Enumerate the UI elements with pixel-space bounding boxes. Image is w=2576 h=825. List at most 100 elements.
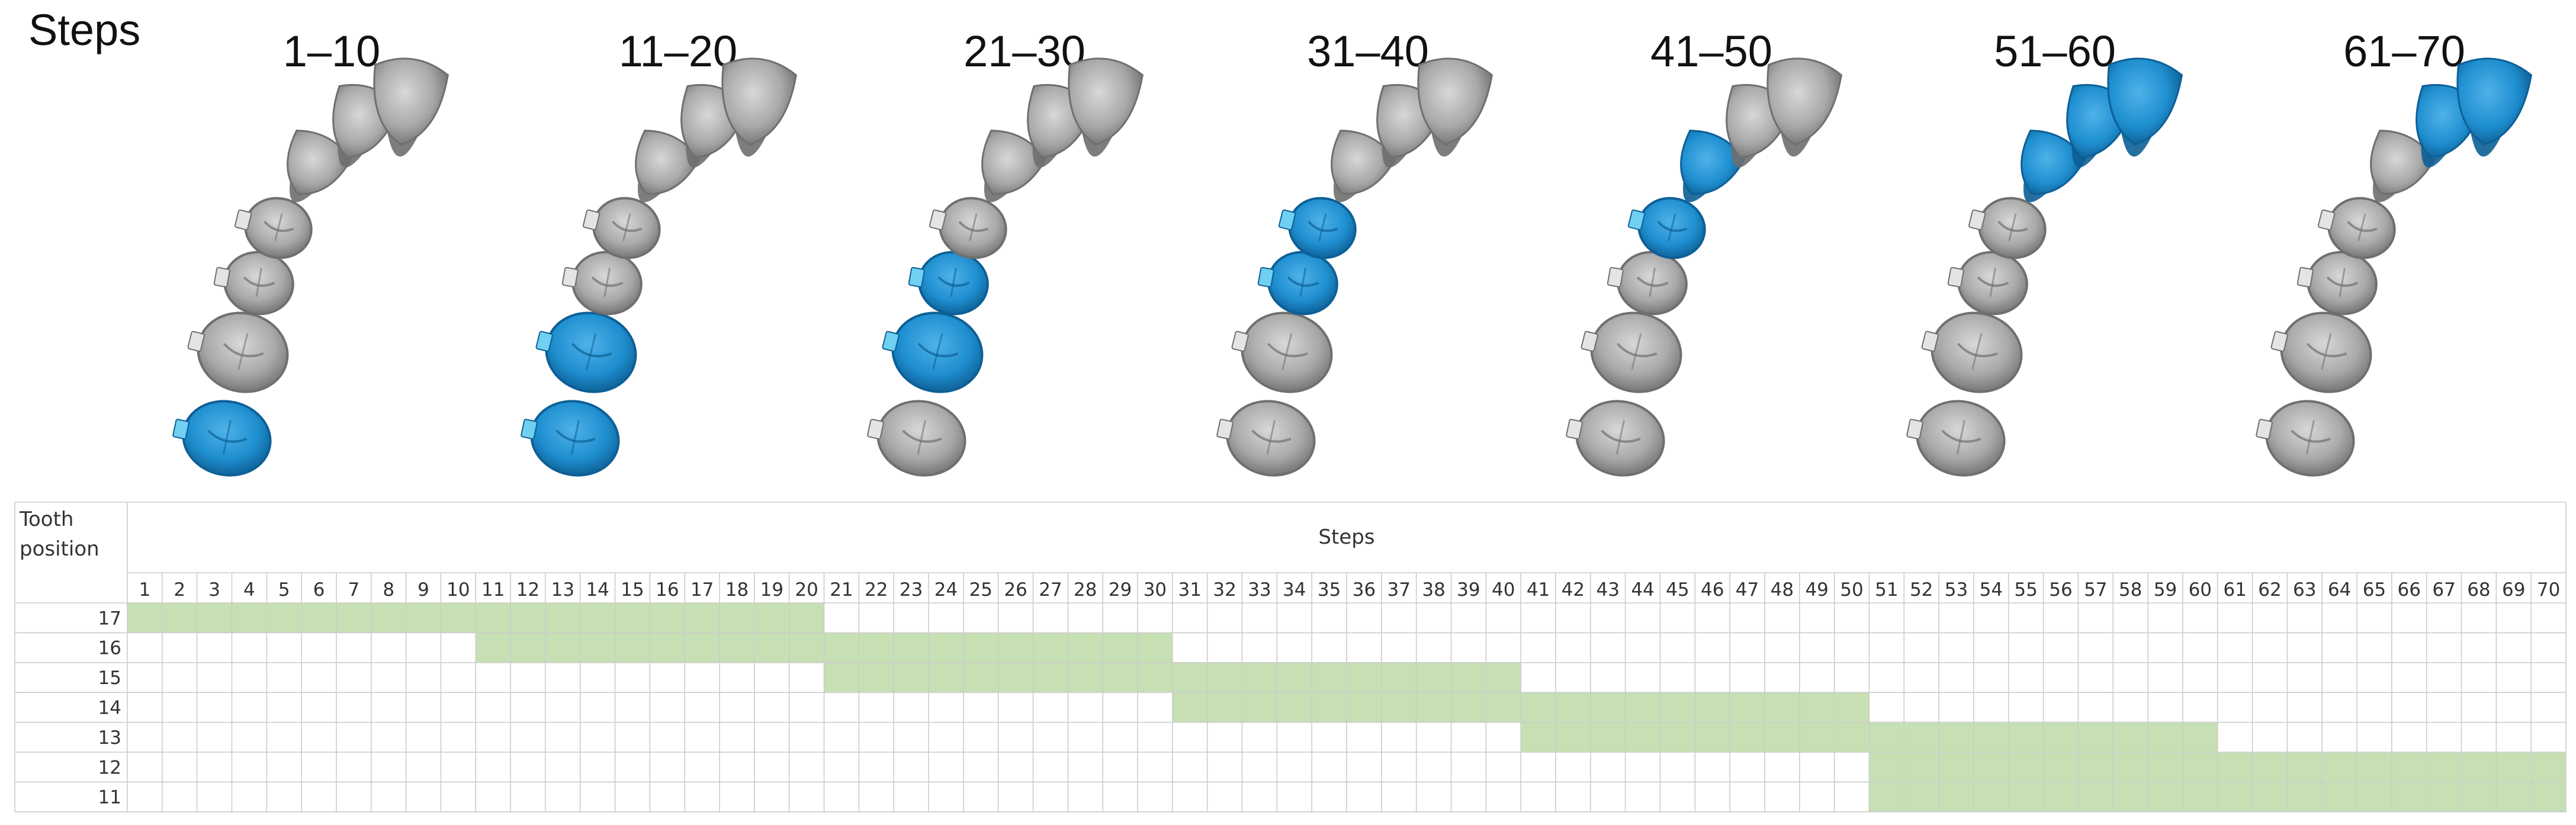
stage-label: 41–50: [1650, 27, 1772, 76]
step-number: 10: [447, 579, 470, 601]
stage-1: 1–10: [172, 27, 449, 477]
step-number: 2: [174, 579, 185, 601]
steps-title: Steps: [28, 5, 140, 54]
tooth-15-moving: [1257, 251, 1338, 316]
step-number: 66: [2398, 579, 2421, 601]
step-number: 59: [2154, 579, 2177, 601]
step-number: 45: [1666, 579, 1689, 601]
step-number: 55: [2014, 579, 2037, 601]
stage-label: 31–40: [1307, 27, 1429, 76]
step-number: 43: [1596, 579, 1619, 601]
step-number: 65: [2363, 579, 2386, 601]
step-number: 18: [725, 579, 749, 601]
tooth-11-static: [373, 57, 449, 157]
tooth-14-static: [929, 197, 1007, 259]
tooth-position-label: 12: [98, 757, 121, 778]
tooth-11-static: [1766, 57, 1843, 157]
step-number: 40: [1492, 579, 1515, 601]
step-number: 39: [1457, 579, 1480, 601]
stage-5: 41–50: [1566, 27, 1843, 477]
step-number: 32: [1213, 579, 1236, 601]
step-number: 8: [383, 579, 394, 601]
step-number: 34: [1283, 579, 1306, 601]
stage-4: 31–40: [1216, 27, 1493, 477]
tooth-position-label: 17: [98, 608, 121, 629]
step-number: 23: [900, 579, 923, 601]
step-number: 63: [2293, 579, 2316, 601]
step-number: 19: [760, 579, 783, 601]
step-number: 30: [1144, 579, 1167, 601]
step-number: 61: [2223, 579, 2246, 601]
stage-7: 61–70: [2256, 27, 2533, 477]
step-number: 68: [2467, 579, 2490, 601]
step-number: 11: [481, 579, 505, 601]
tooth-17-moving: [172, 400, 272, 477]
step-number: 17: [690, 579, 714, 601]
stage-label: 61–70: [2343, 27, 2465, 76]
tooth-13-static: [287, 129, 352, 203]
step-number: 47: [1736, 579, 1759, 601]
step-number: 62: [2258, 579, 2281, 601]
step-number: 16: [656, 579, 679, 601]
row-header-label: position: [20, 537, 99, 561]
step-number: 9: [417, 579, 429, 601]
step-number: 64: [2328, 579, 2351, 601]
step-number: 57: [2084, 579, 2107, 601]
step-number: 21: [830, 579, 853, 601]
stage-6: 51–60: [1906, 27, 2183, 477]
step-number: 70: [2537, 579, 2560, 601]
tooth-17-static: [1216, 400, 1316, 477]
tooth-16-moving: [882, 312, 984, 393]
tooth-16-static: [1921, 312, 2023, 393]
tooth-14-static: [234, 197, 313, 259]
tooth-position-label: 13: [98, 727, 121, 749]
step-number: 51: [1875, 579, 1898, 601]
tooth-11-static: [721, 57, 798, 157]
tooth-11-static: [1417, 57, 1493, 157]
tooth-position-label: 11: [98, 787, 121, 808]
tooth-16-static: [2270, 312, 2372, 393]
step-number: 24: [934, 579, 958, 601]
tooth-position-label: 16: [98, 638, 121, 659]
stage-label: 1–10: [283, 27, 381, 76]
step-number: 31: [1178, 579, 1202, 601]
step-number: 56: [2049, 579, 2072, 601]
tooth-17-static: [2256, 400, 2355, 477]
step-number: 67: [2432, 579, 2455, 601]
tooth-11-moving: [2456, 57, 2533, 157]
tooth-position-label: 14: [98, 697, 121, 718]
step-number: 42: [1562, 579, 1585, 601]
step-number: 7: [348, 579, 360, 601]
step-number: 52: [1910, 579, 1933, 601]
stage-2: 11–20: [521, 27, 798, 477]
tooth-11-static: [1068, 57, 1144, 157]
tooth-13-static: [1331, 129, 1396, 203]
tooth-14-static: [1968, 197, 2047, 259]
stage-label: 21–30: [963, 27, 1085, 76]
tooth-15-static: [1607, 251, 1688, 316]
step-number: 20: [795, 579, 818, 601]
step-number: 48: [1771, 579, 1794, 601]
tooth-17-static: [1566, 400, 1665, 477]
step-number: 41: [1527, 579, 1550, 601]
tooth-15-static: [213, 251, 294, 316]
step-number: 50: [1840, 579, 1863, 601]
tooth-14-moving: [1278, 197, 1357, 259]
step-number: 13: [551, 579, 574, 601]
step-number: 6: [313, 579, 325, 601]
tooth-14-moving: [1627, 197, 1706, 259]
steps-column-label: Steps: [1318, 525, 1374, 549]
step-number: 14: [586, 579, 609, 601]
tooth-position-label: 15: [98, 667, 121, 689]
tooth-stages: 1–10 11–20 21–30 31–40 41–50 51–60 61–70: [172, 27, 2533, 477]
tooth-13-static: [981, 129, 1047, 203]
step-number: 54: [1980, 579, 2003, 601]
tooth-17-static: [1906, 400, 2006, 477]
step-number: 12: [516, 579, 539, 601]
step-number: 38: [1422, 579, 1445, 601]
step-number: 25: [969, 579, 993, 601]
tooth-13-moving: [1680, 129, 1746, 203]
tooth-13-static: [635, 129, 701, 203]
